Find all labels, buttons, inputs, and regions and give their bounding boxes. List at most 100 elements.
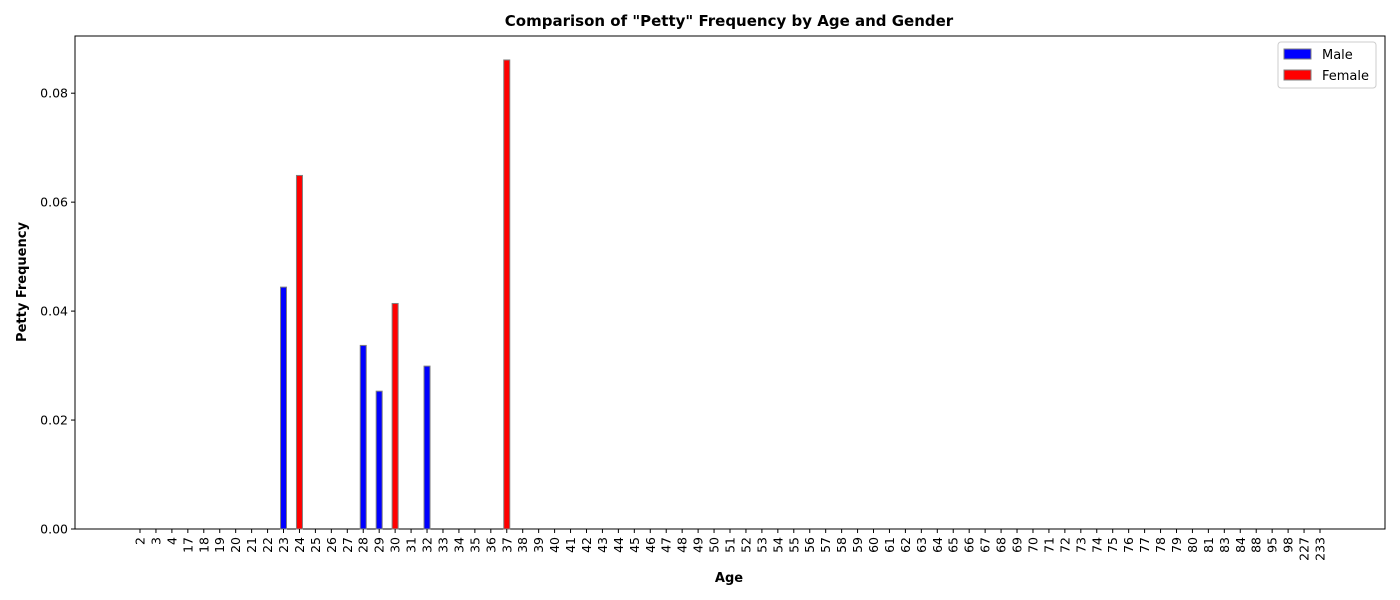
y-tick-label: 0.00 (40, 522, 68, 537)
plot-area: 0.000.020.040.060.08 2 3 4 17 18 19 20 21 22 23 24… (40, 35, 1386, 561)
y-tick-label: 0.08 (40, 86, 68, 101)
x-tick-label: 72 (1057, 537, 1072, 553)
x-tick-label: 78 (1153, 537, 1168, 553)
x-tick-label: 44 (611, 537, 626, 553)
plot-frame (74, 35, 1386, 530)
y-axis: 0.00 0.02 0.04 0.06 0.08 (40, 86, 75, 537)
x-tick-label: 67 (978, 537, 993, 553)
legend-label-male: Male (1322, 48, 1353, 63)
x-tick-label: 71 (1041, 537, 1056, 553)
x-tick-label: 66 (962, 537, 977, 553)
y-tick-label: 0.02 (40, 413, 68, 428)
x-tick-label: 27 (340, 537, 355, 553)
x-tick-label: 73 (1073, 537, 1088, 553)
x-tick-label: 84 (1233, 537, 1248, 553)
x-tick-label: 88 (1249, 537, 1264, 553)
x-tick-label: 42 (579, 537, 594, 553)
x-tick-label: 56 (802, 537, 817, 553)
x-tick-label: 34 (451, 537, 466, 553)
y-axis-label: Petty Frequency (15, 222, 30, 342)
x-tick-label: 233 (1313, 537, 1328, 561)
x-tick-label: 43 (595, 537, 610, 553)
x-tick-label: 76 (1121, 537, 1136, 553)
x-tick-label: 46 (643, 537, 658, 553)
x-tick-label: 70 (1025, 537, 1040, 553)
x-tick-label: 53 (754, 537, 769, 553)
legend: Male Female (1277, 41, 1377, 89)
x-axis-label: Age (715, 571, 743, 586)
x-tick-label: 24 (292, 537, 307, 553)
x-tick-label: 58 (834, 537, 849, 553)
x-tick-label: 64 (930, 537, 945, 553)
x-tick-label: 23 (276, 537, 291, 553)
bars-group (280, 59, 511, 530)
x-tick-label: 59 (850, 537, 865, 553)
x-tick-label: 26 (324, 537, 339, 553)
x-tick-label: 4 (164, 537, 179, 545)
x-tick-label: 47 (659, 537, 674, 553)
x-tick-label: 83 (1217, 537, 1232, 553)
bar-female-24 (295, 174, 303, 530)
legend-label-female: Female (1322, 69, 1369, 84)
x-tick-label: 30 (388, 537, 403, 553)
legend-swatch-female (1283, 69, 1312, 81)
x-tick-label: 49 (691, 537, 706, 553)
x-tick-label: 50 (707, 537, 722, 553)
x-axis: 2 3 4 17 18 19 20 21 22 23 24 25 26 27 28 29 30 31 32 33 34 3… (133, 529, 1328, 561)
x-tick-label: 36 (483, 537, 498, 553)
x-tick-label: 32 (420, 537, 435, 553)
x-tick-label: 63 (914, 537, 929, 553)
x-tick-label: 29 (372, 537, 387, 553)
x-tick-label: 48 (675, 537, 690, 553)
x-tick-label: 37 (499, 537, 514, 553)
x-tick-label: 3 (148, 537, 163, 545)
x-tick-label: 35 (467, 537, 482, 553)
x-tick-label: 33 (435, 537, 450, 553)
legend-swatch-male (1283, 48, 1312, 60)
x-tick-label: 60 (866, 537, 881, 553)
x-tick-label: 19 (212, 537, 227, 553)
x-tick-label: 227 (1297, 537, 1312, 561)
x-tick-label: 21 (244, 537, 259, 553)
x-tick-label: 51 (723, 537, 738, 553)
x-tick-label: 52 (738, 537, 753, 553)
x-tick-label: 95 (1265, 537, 1280, 553)
bar-male-28 (359, 344, 367, 530)
x-tick-label: 61 (882, 537, 897, 553)
x-tick-label: 41 (563, 537, 578, 553)
x-tick-label: 40 (547, 537, 562, 553)
x-tick-label: 75 (1105, 537, 1120, 553)
x-tick-label: 20 (228, 537, 243, 553)
x-tick-label: 31 (404, 537, 419, 553)
x-tick-label: 98 (1281, 537, 1296, 553)
x-tick-label: 17 (180, 537, 195, 553)
bar-female-37 (503, 59, 511, 530)
x-tick-label: 45 (627, 537, 642, 553)
bar-male-23 (280, 286, 288, 530)
bar-female-30 (391, 302, 399, 530)
chart-title: Comparison of "Petty" Frequency by Age a… (505, 12, 954, 30)
x-tick-label: 80 (1185, 537, 1200, 553)
x-tick-label: 28 (356, 537, 371, 553)
x-tick-label: 79 (1169, 537, 1184, 553)
x-tick-label: 81 (1201, 537, 1216, 553)
x-tick-label: 2 (133, 537, 148, 545)
x-tick-label: 54 (770, 537, 785, 553)
x-tick-label: 74 (1089, 537, 1104, 553)
x-tick-label: 62 (898, 537, 913, 553)
bar-male-32 (423, 365, 431, 530)
x-tick-label: 39 (531, 537, 546, 553)
x-tick-label: 18 (196, 537, 211, 553)
bar-male-29 (375, 390, 383, 530)
x-tick-label: 65 (946, 537, 961, 553)
x-tick-label: 57 (818, 537, 833, 553)
x-tick-label: 77 (1137, 537, 1152, 553)
x-tick-label: 25 (308, 537, 323, 553)
x-tick-label: 69 (1010, 537, 1025, 553)
x-tick-label: 68 (994, 537, 1009, 553)
x-tick-label: 38 (515, 537, 530, 553)
y-tick-label: 0.06 (40, 195, 68, 210)
x-tick-label: 22 (260, 537, 275, 553)
y-tick-label: 0.04 (40, 304, 68, 319)
